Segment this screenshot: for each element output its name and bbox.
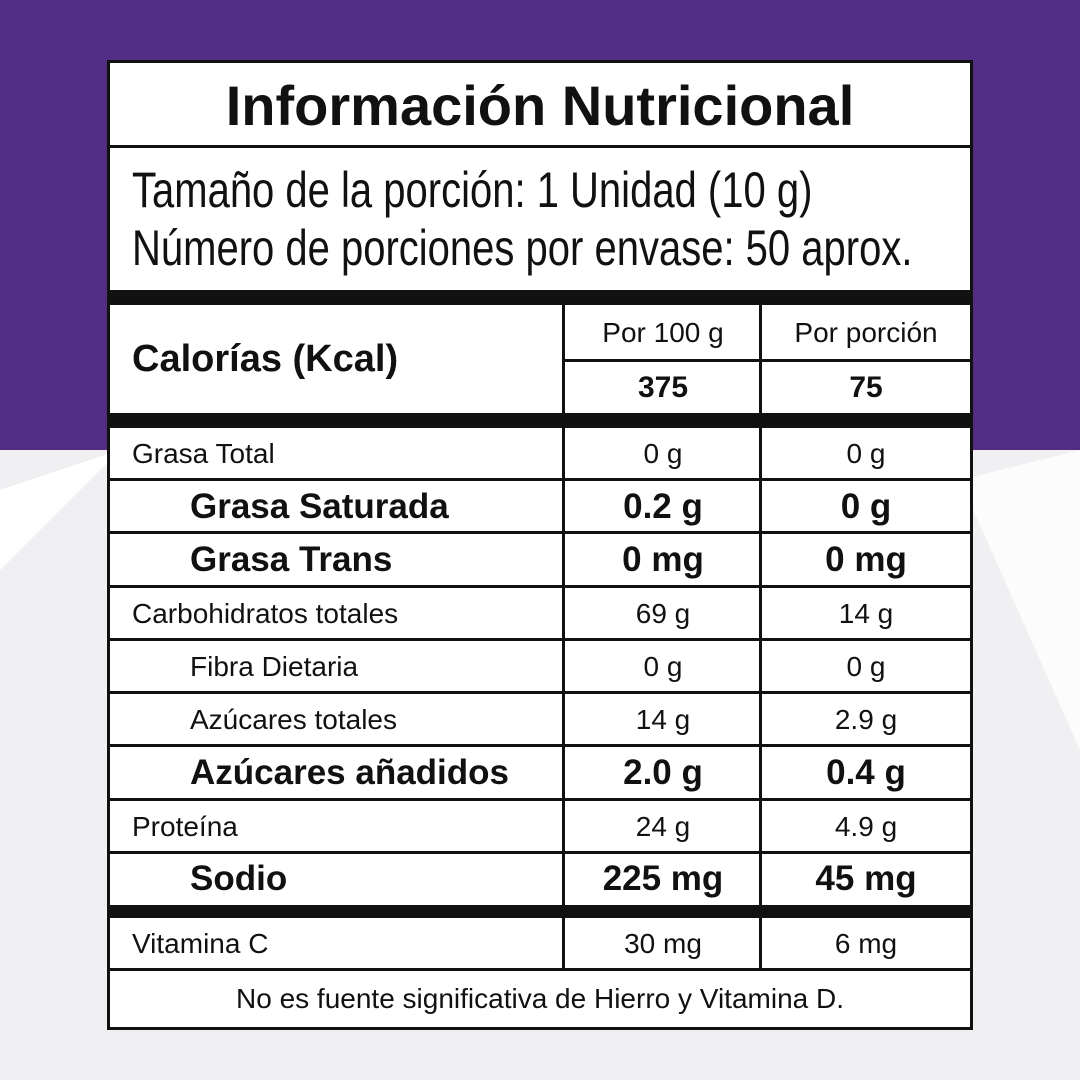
per-serving: 4.9 g: [834, 810, 898, 842]
divider: [110, 531, 970, 534]
divider: [562, 428, 565, 480]
servings: Número de porciones por envase: 50 aprox…: [132, 220, 913, 276]
nutrient-name: Sodio: [190, 859, 288, 898]
per-serving: 45 mg: [815, 859, 917, 898]
per-100g: 0 g: [643, 650, 683, 682]
divider: [110, 744, 970, 747]
per-100g: 0.2 g: [623, 486, 703, 526]
per-100g: 225 mg: [602, 859, 724, 898]
divider: [562, 587, 565, 640]
divider: [759, 428, 762, 480]
per-serving: 6 mg: [834, 928, 898, 959]
divider: [110, 638, 970, 641]
divider: [759, 640, 762, 693]
per-serving: 0 g: [846, 438, 886, 469]
divider: [562, 853, 565, 905]
per-serving: 0.4 g: [826, 753, 906, 792]
divider: [562, 693, 565, 746]
divider: [562, 480, 565, 533]
nutrition-table: Información Nutricional Tamaño de la por…: [107, 60, 973, 1030]
divider: [759, 587, 762, 640]
per-100g: 69 g: [635, 597, 691, 629]
nutrient-name: Vitamina C: [132, 928, 269, 959]
nutrient-name: Carbohidratos totales: [132, 597, 399, 629]
col-header: Por 100 g: [602, 316, 724, 348]
divider: [110, 585, 970, 588]
col-header: Por porción: [794, 316, 938, 348]
per-100g: 0 mg: [622, 540, 704, 579]
nutrient-name: Proteína: [132, 810, 238, 842]
nutrient-name: Grasa Saturada: [190, 486, 449, 526]
calories-value: 75: [849, 370, 883, 404]
divider: [562, 640, 565, 693]
divider: [110, 691, 970, 694]
divider: [759, 533, 762, 587]
divider: [759, 480, 762, 533]
divider: [562, 533, 565, 587]
nutrient-name: Azúcares añadidos: [190, 753, 509, 792]
divider: [110, 851, 970, 854]
per-100g: 30 mg: [624, 928, 702, 959]
nutrient-name: Grasa Total: [132, 438, 275, 469]
divider: [110, 968, 970, 971]
per-serving: 0 mg: [825, 540, 907, 579]
per-serving: 0 g: [846, 650, 886, 682]
calories-label: Calorías (Kcal): [132, 337, 399, 380]
nutrient-name: Grasa Trans: [190, 540, 393, 579]
footnote: No es fuente significativa de Hierro y V…: [236, 983, 844, 1014]
calories-value: 375: [637, 370, 689, 404]
divider: [110, 798, 970, 801]
divider: [759, 693, 762, 746]
nutrient-name: Fibra Dietaria: [190, 650, 359, 682]
divider: [562, 918, 565, 970]
per-serving: 2.9 g: [834, 703, 898, 735]
per-100g: 14 g: [635, 703, 691, 735]
divider: [110, 478, 970, 481]
divider: [562, 800, 565, 853]
per-100g: 2.0 g: [623, 753, 703, 792]
nutrient-name: Azúcares totales: [190, 703, 397, 735]
per-serving: 14 g: [838, 597, 894, 629]
divider: [110, 905, 970, 918]
divider: [759, 853, 762, 905]
decor: [0, 450, 1080, 750]
divider: [759, 800, 762, 853]
serving-size: Tamaño de la porción: 1 Unidad (10 g): [132, 162, 813, 218]
per-100g: 0 g: [643, 438, 683, 469]
divider: [759, 746, 762, 800]
per-serving: 0 g: [840, 486, 892, 526]
divider: [759, 918, 762, 970]
divider: [562, 746, 565, 800]
title: Información Nutricional: [225, 74, 855, 137]
per-100g: 24 g: [635, 810, 691, 842]
